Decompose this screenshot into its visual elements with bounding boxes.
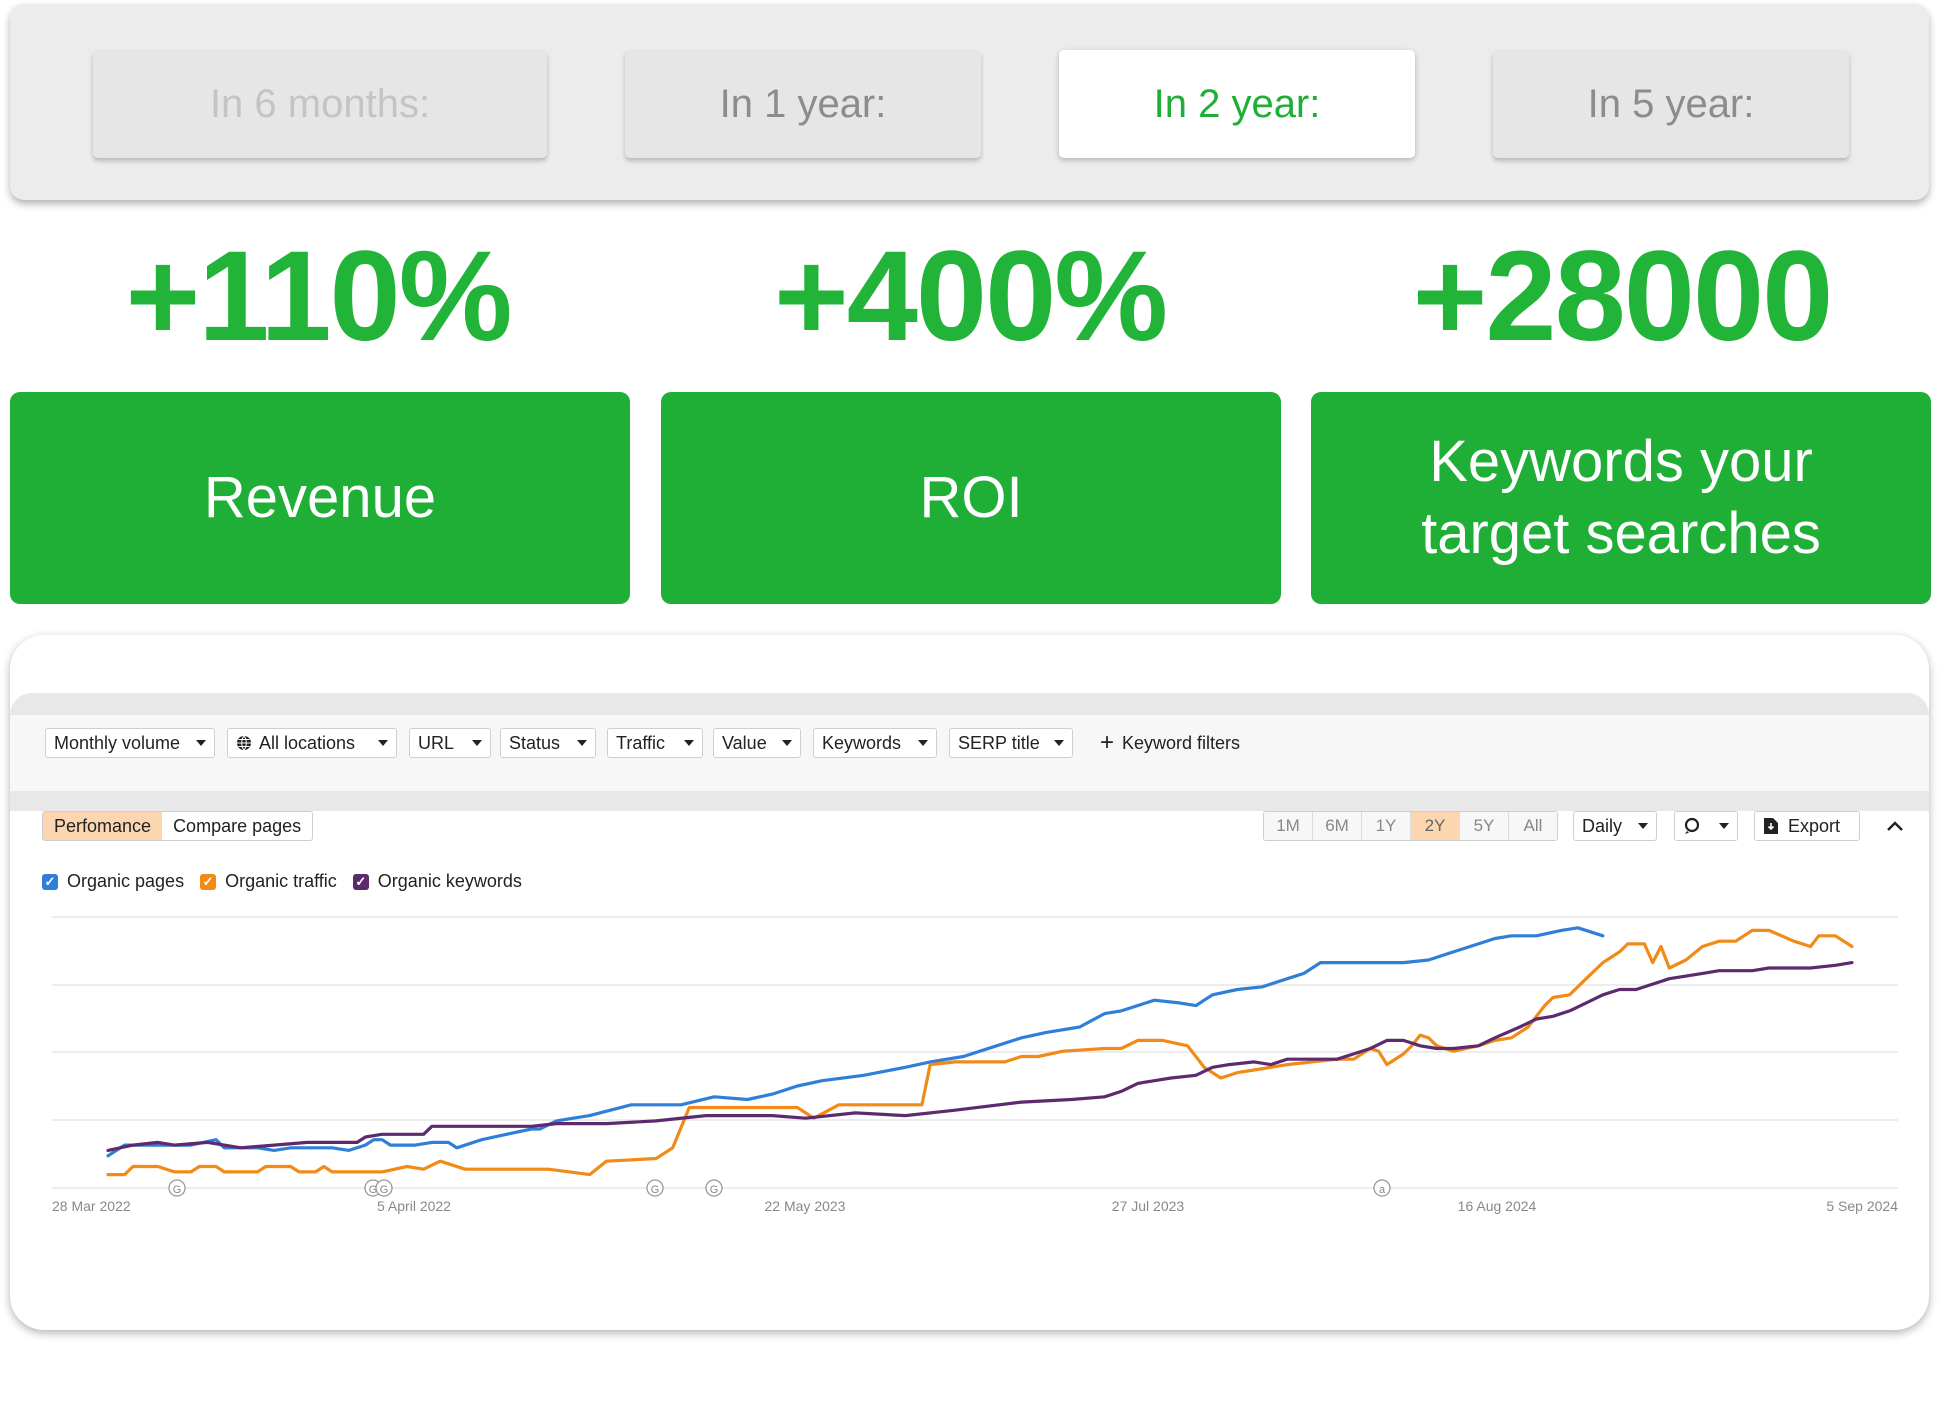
globe-icon bbox=[237, 735, 251, 751]
monthly-volume-filter[interactable]: Monthly volume bbox=[45, 728, 215, 758]
range-2y[interactable]: 2Y bbox=[1411, 812, 1460, 840]
period-tab-label: In 2 year: bbox=[1153, 81, 1321, 126]
x-tick-label: 22 May 2023 bbox=[765, 1198, 846, 1214]
x-tick-label: 28 Mar 2022 bbox=[52, 1198, 131, 1214]
range-all[interactable]: All bbox=[1509, 812, 1557, 840]
view-tabs: Perfomance Compare pages bbox=[42, 811, 314, 841]
period-tab-label: In 1 year: bbox=[719, 81, 887, 126]
annotation-marker-label: G bbox=[651, 1184, 660, 1196]
annotation-marker-label: G bbox=[710, 1184, 719, 1196]
legend-organic-pages[interactable]: ✓ Organic pages bbox=[42, 871, 184, 892]
all-locations-filter[interactable]: All locations bbox=[227, 728, 397, 758]
annotation-marker-label: G bbox=[173, 1184, 182, 1196]
x-tick-label: 5 Sep 2024 bbox=[1826, 1198, 1898, 1214]
traffic-filter[interactable]: Traffic bbox=[607, 728, 703, 758]
annotation-marker-label: G bbox=[369, 1184, 378, 1196]
period-tab-2-year[interactable]: In 2 year: bbox=[1059, 50, 1415, 158]
period-selector: In 6 months: In 1 year: In 2 year: In 5 … bbox=[10, 4, 1929, 200]
chevron-down-icon bbox=[1054, 740, 1064, 746]
filter-label: Keywords bbox=[822, 732, 902, 753]
roi-card: ROI bbox=[661, 392, 1281, 604]
serp-title-filter[interactable]: SERP title bbox=[949, 728, 1073, 758]
annotations-dropdown[interactable] bbox=[1674, 811, 1738, 841]
keyword-filters-button[interactable]: + Keyword filters bbox=[1100, 728, 1240, 758]
range-6m[interactable]: 6M bbox=[1313, 812, 1362, 840]
interval-dropdown[interactable]: Daily bbox=[1573, 811, 1657, 841]
keyword-filters-label: Keyword filters bbox=[1122, 732, 1241, 753]
series-line-organic-pages bbox=[106, 926, 1605, 1158]
plus-icon: + bbox=[1100, 729, 1115, 756]
annotation-marker-icon bbox=[168, 1179, 186, 1197]
x-tick-label: 27 Jul 2023 bbox=[1112, 1198, 1185, 1214]
roi-value: +400% bbox=[773, 225, 1168, 368]
chevron-down-icon bbox=[577, 740, 587, 746]
range-5y[interactable]: 5Y bbox=[1460, 812, 1509, 840]
range-1m[interactable]: 1M bbox=[1264, 812, 1313, 840]
checkbox-checked-icon: ✓ bbox=[352, 873, 369, 890]
performance-chart: 28 Mar 2022 5 April 2022 22 May 2023 27 Jul… bbox=[52, 916, 1898, 1214]
annotation-marker-label: a bbox=[1379, 1184, 1386, 1196]
roi-label: ROI bbox=[919, 465, 1023, 530]
filter-label: Status bbox=[509, 732, 561, 753]
value-filter[interactable]: Value bbox=[713, 728, 801, 758]
export-label: Export bbox=[1788, 815, 1841, 836]
keywords-card: Keywords your target searches bbox=[1311, 392, 1931, 604]
chevron-down-icon bbox=[472, 740, 482, 746]
filter-label: SERP title bbox=[958, 732, 1040, 753]
chevron-down-icon bbox=[918, 740, 928, 746]
annotation-marker-icon bbox=[646, 1179, 664, 1197]
revenue-label: Revenue bbox=[203, 465, 437, 530]
dashboard-top-strip bbox=[10, 693, 1929, 715]
legend-label: Organic traffic bbox=[225, 871, 337, 891]
tab-compare-pages[interactable]: Compare pages bbox=[173, 815, 302, 836]
interval-label: Daily bbox=[1582, 815, 1623, 836]
filter-label: URL bbox=[418, 732, 455, 753]
export-icon bbox=[1764, 818, 1778, 834]
period-tab-label: In 5 year: bbox=[1587, 81, 1755, 126]
chevron-down-icon bbox=[196, 740, 206, 746]
keywords-filter[interactable]: Keywords bbox=[813, 728, 937, 758]
export-button[interactable]: Export bbox=[1754, 811, 1860, 841]
series-line-organic-keywords bbox=[106, 961, 1854, 1153]
period-tab-1-year[interactable]: In 1 year: bbox=[625, 50, 981, 158]
revenue-value: +110% bbox=[125, 225, 512, 368]
filter-label: All locations bbox=[259, 732, 356, 753]
performance-dashboard: Monthly volume All locations URL Status … bbox=[10, 635, 1929, 1330]
chevron-down-icon bbox=[1719, 823, 1729, 829]
annotation-marker-icon bbox=[375, 1179, 393, 1197]
filter-label: Value bbox=[722, 732, 767, 753]
annotation-marker-icon bbox=[1373, 1179, 1391, 1197]
keywords-value: +28000 bbox=[1412, 225, 1834, 368]
checkbox-checked-icon: ✓ bbox=[200, 873, 217, 890]
chart-legend: ✓ Organic pages ✓ Organic traffic ✓ Organic… bbox=[42, 871, 538, 892]
legend-label: Organic keywords bbox=[377, 871, 522, 891]
legend-organic-traffic[interactable]: ✓ Organic traffic bbox=[200, 871, 337, 892]
comment-icon bbox=[1684, 817, 1700, 834]
annotation-marker-label: G bbox=[380, 1184, 389, 1196]
series-line-organic-traffic bbox=[106, 928, 1854, 1177]
legend-label: Organic pages bbox=[67, 871, 185, 891]
x-tick-label: 16 Aug 2024 bbox=[1458, 1198, 1537, 1214]
filter-label: Monthly volume bbox=[54, 732, 181, 753]
keywords-label: Keywords your target searches bbox=[1421, 429, 1821, 566]
status-filter[interactable]: Status bbox=[500, 728, 596, 758]
range-1y[interactable]: 1Y bbox=[1362, 812, 1411, 840]
revenue-card: Revenue bbox=[10, 392, 630, 604]
period-tab-6-months[interactable]: In 6 months: bbox=[93, 50, 547, 158]
chevron-down-icon bbox=[1638, 823, 1648, 829]
legend-organic-keywords[interactable]: ✓ Organic keywords bbox=[352, 871, 522, 892]
chevron-down-icon bbox=[684, 740, 694, 746]
tab-performance[interactable]: Perfomance bbox=[43, 812, 163, 840]
x-tick-label: 5 April 2022 bbox=[377, 1198, 451, 1214]
checkbox-checked-icon: ✓ bbox=[42, 873, 58, 890]
period-tab-label: In 6 months: bbox=[209, 81, 431, 126]
chevron-down-icon bbox=[378, 740, 388, 746]
annotation-marker-icon bbox=[705, 1179, 723, 1197]
filter-label: Traffic bbox=[616, 732, 666, 753]
collapse-chevron-icon[interactable] bbox=[1886, 819, 1904, 833]
chevron-down-icon bbox=[782, 740, 792, 746]
range-selector: 1M 6M 1Y 2Y 5Y All bbox=[1263, 811, 1558, 841]
period-tab-5-year[interactable]: In 5 year: bbox=[1493, 50, 1849, 158]
url-filter[interactable]: URL bbox=[409, 728, 491, 758]
